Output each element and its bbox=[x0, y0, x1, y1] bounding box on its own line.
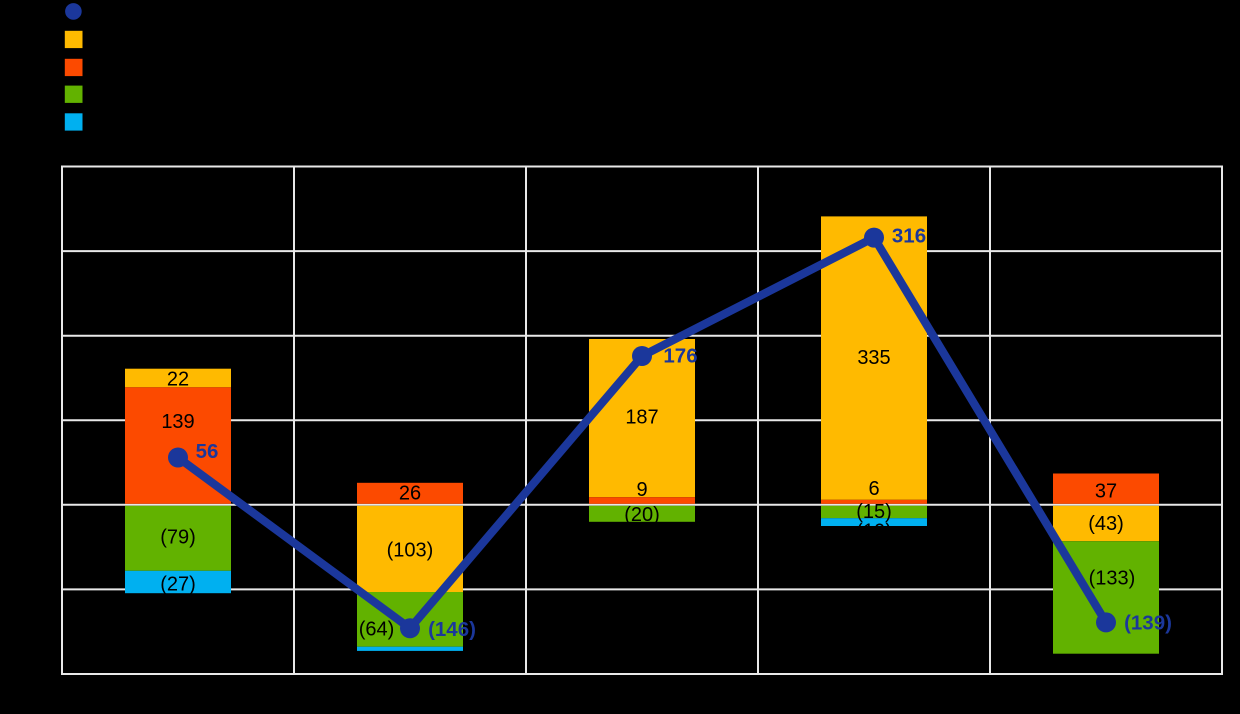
svg-text:139: 139 bbox=[161, 411, 194, 433]
svg-text:335: 335 bbox=[857, 347, 890, 369]
svg-text:(133): (133) bbox=[1089, 568, 1136, 590]
svg-text:176: 176 bbox=[663, 345, 697, 368]
svg-text:187: 187 bbox=[625, 407, 658, 429]
svg-text:9: 9 bbox=[636, 479, 647, 501]
svg-text:316: 316 bbox=[892, 225, 926, 248]
svg-text:26: 26 bbox=[399, 483, 421, 505]
svg-text:(139): (139) bbox=[1124, 612, 1172, 635]
svg-text:(103): (103) bbox=[387, 540, 434, 562]
svg-text:(27): (27) bbox=[160, 573, 196, 595]
svg-text:(20): (20) bbox=[624, 504, 660, 526]
svg-text:22: 22 bbox=[167, 369, 189, 391]
svg-text:(79): (79) bbox=[160, 527, 196, 549]
svg-text:(15): (15) bbox=[856, 501, 892, 523]
svg-text:37: 37 bbox=[1095, 480, 1117, 502]
svg-text:(43): (43) bbox=[1088, 513, 1124, 535]
svg-text:56: 56 bbox=[196, 440, 219, 463]
svg-text:(64): (64) bbox=[359, 619, 395, 641]
svg-text:(146): (146) bbox=[428, 618, 476, 641]
svg-text:(10): (10) bbox=[856, 521, 892, 543]
svg-text:6: 6 bbox=[868, 478, 879, 500]
